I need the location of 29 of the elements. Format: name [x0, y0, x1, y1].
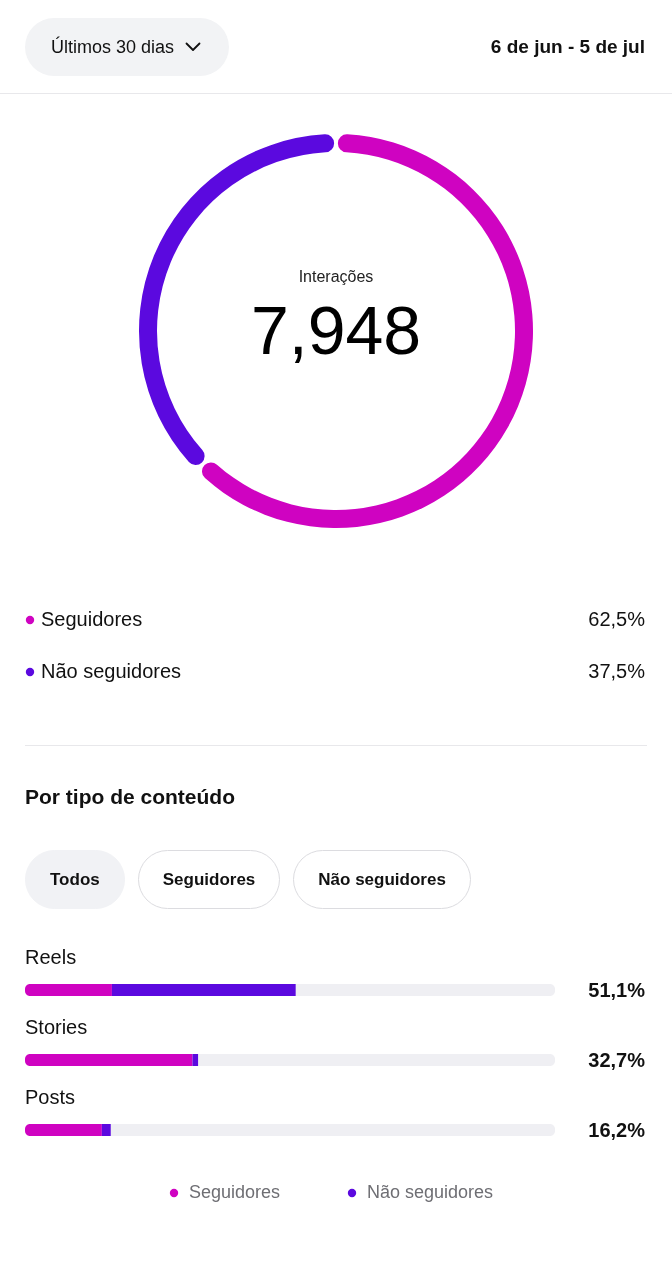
y-tick-label: Stories: [25, 1016, 88, 1038]
text: 51,1%: [588, 979, 646, 1001]
filter-button: Seguidores: [137, 850, 281, 909]
chart-title: Por tipo de conteúdo: [25, 785, 235, 808]
bar: [192, 1054, 199, 1066]
bar: [295, 984, 555, 996]
text: 6 de jun - 5 de jul: [490, 35, 645, 59]
bar: [25, 1124, 102, 1136]
bar: [110, 1124, 555, 1136]
bar: [101, 1124, 111, 1136]
data-label: 62,5%: [588, 608, 646, 630]
filter-button: Todos: [25, 850, 125, 909]
legend-label: Não seguidores: [41, 660, 182, 682]
legend-label: Seguidores: [189, 1182, 281, 1202]
text: 16,2%: [588, 1119, 646, 1141]
y-tick-label: Posts: [25, 1086, 76, 1108]
bar: [111, 984, 296, 996]
text: 32,7%: [588, 1049, 646, 1071]
text: 7,948: [250, 292, 422, 368]
y-tick-label: Reels: [25, 946, 77, 968]
bar: [25, 984, 112, 996]
dropdown-button: Últimos 30 dias: [25, 18, 230, 76]
legend-label: Não seguidores: [367, 1182, 494, 1202]
bar: [25, 1054, 193, 1066]
filter-button: Não seguidores: [293, 850, 471, 909]
legend-label: Seguidores: [41, 608, 143, 630]
text: Interações: [298, 268, 374, 285]
data-label: 37,5%: [588, 660, 646, 682]
bar: [198, 1054, 555, 1066]
